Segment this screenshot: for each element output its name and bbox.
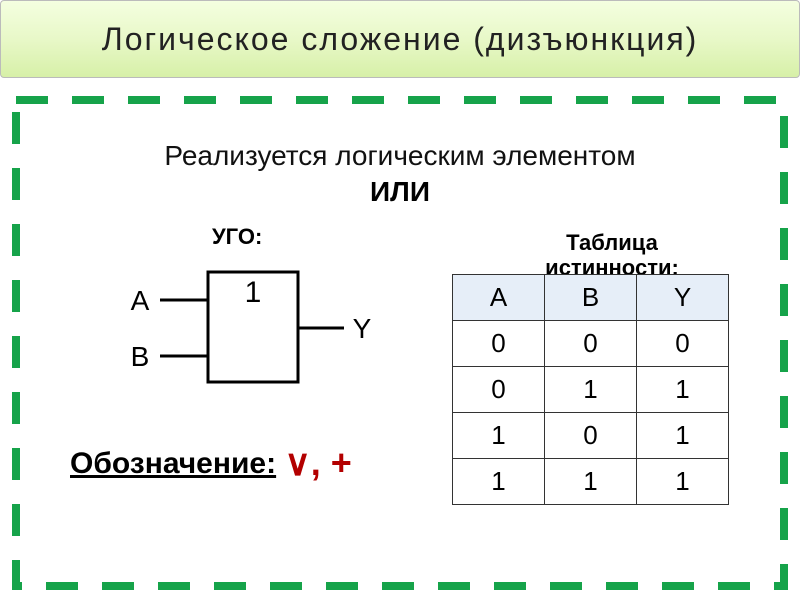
or-gate-diagram: 1 A B Y	[100, 258, 390, 408]
title-bar: Логическое сложение (дизъюнкция)	[0, 0, 800, 78]
table-cell: 1	[545, 367, 637, 413]
ugo-label: УГО:	[212, 224, 262, 250]
table-cell: 1	[453, 413, 545, 459]
table-cell: 0	[453, 367, 545, 413]
table-cell: 0	[637, 321, 729, 367]
table-header-row: ABY	[453, 275, 729, 321]
page-title: Логическое сложение (дизъюнкция)	[102, 21, 699, 58]
table-body: 000011101111	[453, 321, 729, 505]
table-header-cell: Y	[637, 275, 729, 321]
gate-output: Y	[353, 313, 372, 344]
truth-table-label: Таблица истинности:	[522, 230, 702, 281]
table-cell: 0	[453, 321, 545, 367]
table-cell: 0	[545, 413, 637, 459]
notation-symbols: ∨, +	[284, 442, 351, 483]
table-cell: 1	[637, 367, 729, 413]
table-cell: 1	[637, 413, 729, 459]
table-cell: 1	[637, 459, 729, 505]
content-area: Реализуется логическим элементом ИЛИ УГО…	[12, 96, 788, 590]
gate-name: ИЛИ	[40, 176, 760, 208]
table-header-cell: A	[453, 275, 545, 321]
gate-input-b: B	[131, 341, 150, 372]
table-cell: 1	[453, 459, 545, 505]
table-row: 011	[453, 367, 729, 413]
notation-label: Обозначение:	[70, 447, 276, 480]
notation-line: Обозначение: ∨, +	[70, 442, 352, 484]
table-header-cell: B	[545, 275, 637, 321]
table-cell: 1	[545, 459, 637, 505]
gate-input-a: A	[131, 285, 150, 316]
table-row: 111	[453, 459, 729, 505]
table-row: 000	[453, 321, 729, 367]
table-cell: 0	[545, 321, 637, 367]
subtitle: Реализуется логическим элементом	[40, 140, 760, 172]
truth-table: ABY 000011101111	[452, 274, 729, 505]
table-row: 101	[453, 413, 729, 459]
gate-symbol: 1	[245, 276, 262, 309]
